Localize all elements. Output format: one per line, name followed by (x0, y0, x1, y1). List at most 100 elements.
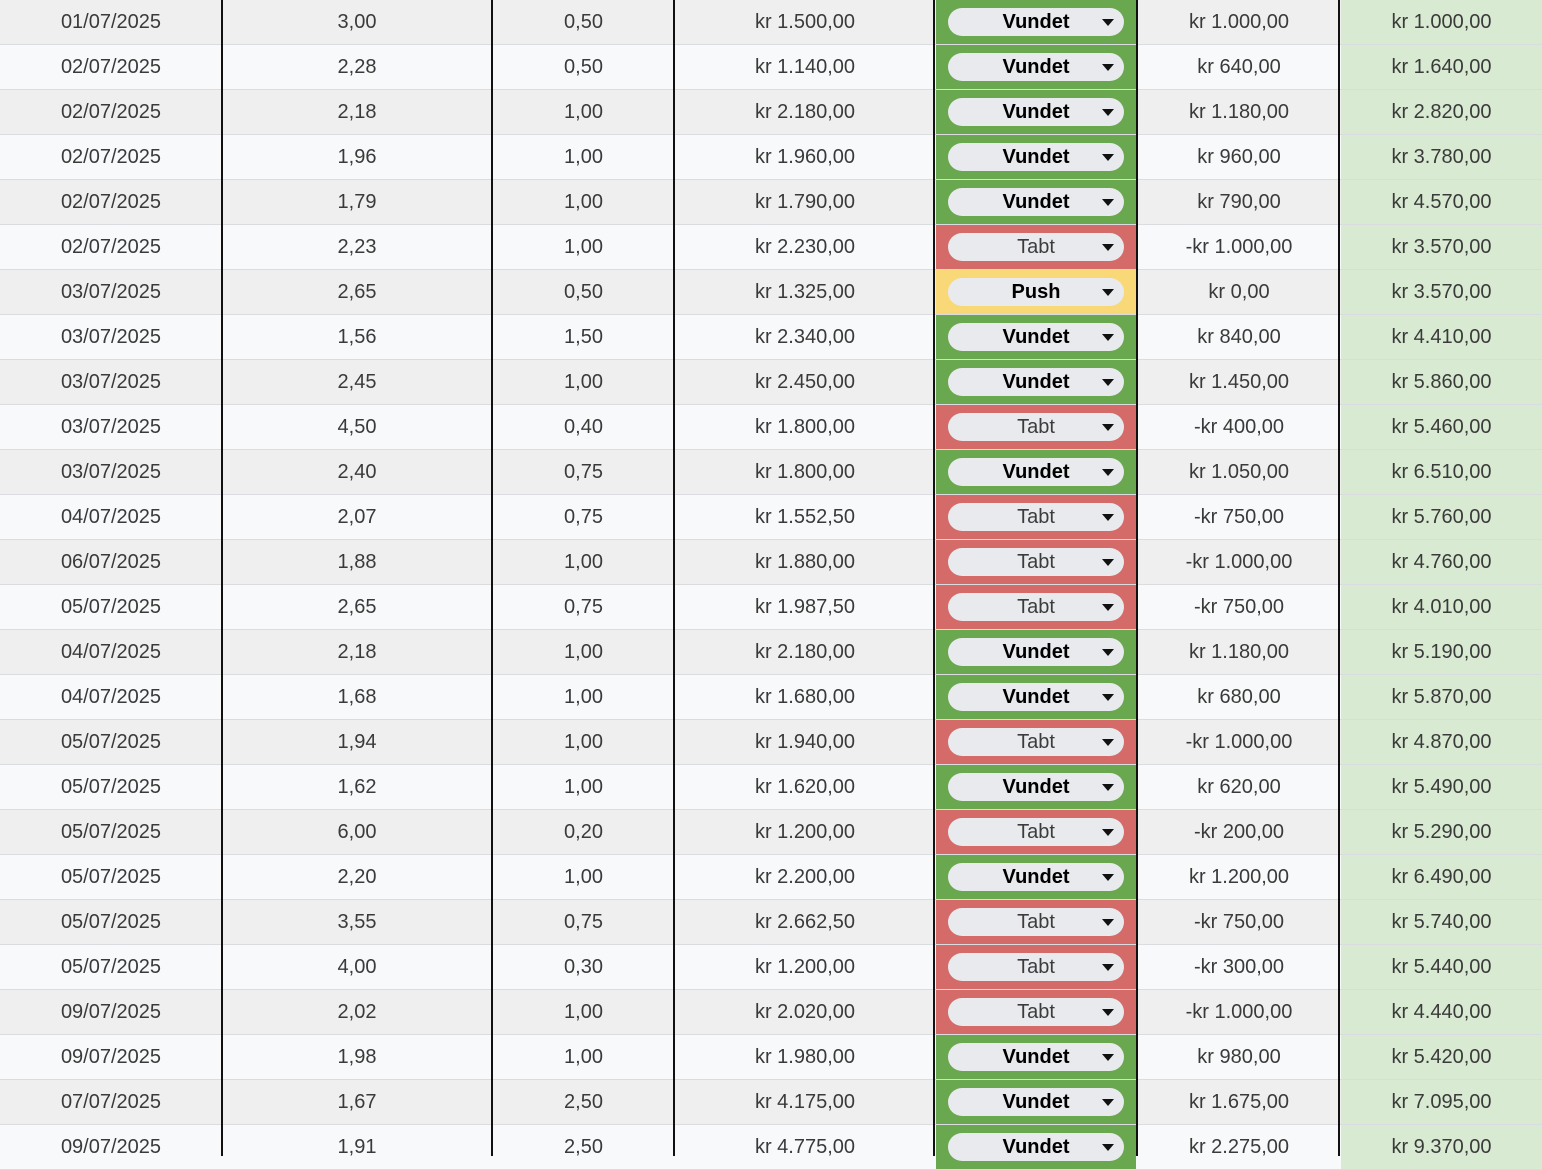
chevron-down-icon[interactable] (1102, 919, 1114, 926)
date-cell[interactable]: 03/07/2025 (60, 326, 162, 348)
payout-cell[interactable]: kr 2.200,00 (754, 866, 856, 888)
odds-cell[interactable]: 2,18 (337, 101, 377, 123)
stake-cell[interactable]: 0,40 (564, 416, 603, 438)
result-dropdown[interactable]: Vundet (948, 1088, 1124, 1116)
odds-cell[interactable]: 3,55 (337, 911, 377, 933)
result-dropdown[interactable]: Tabt (948, 233, 1124, 261)
stake-cell[interactable]: 0,75 (564, 596, 603, 618)
chevron-down-icon[interactable] (1102, 604, 1114, 611)
chevron-down-icon[interactable] (1102, 694, 1114, 701)
profit-cell[interactable]: kr 1.675,00 (1188, 1091, 1290, 1113)
date-cell[interactable]: 05/07/2025 (60, 776, 162, 798)
payout-cell[interactable]: kr 1.880,00 (754, 551, 856, 573)
chevron-down-icon[interactable] (1102, 874, 1114, 881)
balance-cell[interactable]: kr 5.420,00 (1341, 1035, 1542, 1079)
payout-cell[interactable]: kr 1.325,00 (754, 281, 856, 303)
date-cell[interactable]: 02/07/2025 (60, 236, 162, 258)
payout-cell[interactable]: kr 2.340,00 (754, 326, 856, 348)
balance-cell[interactable]: kr 5.760,00 (1341, 495, 1542, 539)
balance-cell[interactable]: kr 3.570,00 (1341, 225, 1542, 269)
result-cell[interactable]: Push (936, 270, 1136, 314)
profit-cell[interactable]: -kr 750,00 (1193, 596, 1285, 618)
stake-cell[interactable]: 1,00 (564, 866, 603, 888)
date-cell[interactable]: 04/07/2025 (60, 506, 162, 528)
profit-cell[interactable]: kr 640,00 (1197, 56, 1281, 78)
balance-cell[interactable]: kr 4.010,00 (1341, 585, 1542, 629)
odds-cell[interactable]: 1,88 (337, 551, 377, 573)
payout-cell[interactable]: kr 1.800,00 (754, 416, 856, 438)
stake-cell[interactable]: 1,00 (564, 371, 603, 393)
odds-cell[interactable]: 2,45 (337, 371, 377, 393)
date-cell[interactable]: 09/07/2025 (60, 1046, 162, 1068)
odds-cell[interactable]: 2,28 (337, 56, 377, 78)
date-cell[interactable]: 03/07/2025 (60, 281, 162, 303)
result-dropdown[interactable]: Vundet (948, 188, 1124, 216)
odds-cell[interactable]: 2,02 (337, 1001, 377, 1023)
odds-cell[interactable]: 1,96 (337, 146, 377, 168)
date-cell[interactable]: 01/07/2025 (60, 11, 162, 33)
profit-cell[interactable]: kr 1.180,00 (1188, 101, 1290, 123)
odds-cell[interactable]: 4,50 (337, 416, 377, 438)
date-cell[interactable]: 07/07/2025 (60, 1091, 162, 1113)
chevron-down-icon[interactable] (1102, 1009, 1114, 1016)
result-cell[interactable]: Vundet (936, 675, 1136, 719)
result-cell[interactable]: Vundet (936, 1080, 1136, 1124)
stake-cell[interactable]: 0,75 (564, 506, 603, 528)
chevron-down-icon[interactable] (1102, 514, 1114, 521)
result-dropdown[interactable]: Vundet (948, 458, 1124, 486)
result-dropdown[interactable]: Tabt (948, 998, 1124, 1026)
payout-cell[interactable]: kr 1.800,00 (754, 461, 856, 483)
chevron-down-icon[interactable] (1102, 739, 1114, 746)
stake-cell[interactable]: 2,50 (564, 1091, 603, 1113)
date-cell[interactable]: 05/07/2025 (60, 731, 162, 753)
stake-cell[interactable]: 1,00 (564, 731, 603, 753)
balance-cell[interactable]: kr 2.820,00 (1341, 90, 1542, 134)
chevron-down-icon[interactable] (1102, 1054, 1114, 1061)
profit-cell[interactable]: kr 840,00 (1197, 326, 1281, 348)
result-cell[interactable]: Tabt (936, 900, 1136, 944)
payout-cell[interactable]: kr 1.140,00 (754, 56, 856, 78)
profit-cell[interactable]: -kr 300,00 (1193, 956, 1285, 978)
stake-cell[interactable]: 1,00 (564, 191, 603, 213)
stake-cell[interactable]: 1,00 (564, 551, 603, 573)
result-cell[interactable]: Vundet (936, 45, 1136, 89)
payout-cell[interactable]: kr 1.980,00 (754, 1046, 856, 1068)
stake-cell[interactable]: 0,75 (564, 911, 603, 933)
odds-cell[interactable]: 2,65 (337, 596, 377, 618)
date-cell[interactable]: 02/07/2025 (60, 146, 162, 168)
result-dropdown[interactable]: Vundet (948, 143, 1124, 171)
balance-cell[interactable]: kr 6.510,00 (1341, 450, 1542, 494)
balance-cell[interactable]: kr 4.410,00 (1341, 315, 1542, 359)
chevron-down-icon[interactable] (1102, 964, 1114, 971)
date-cell[interactable]: 02/07/2025 (60, 101, 162, 123)
date-cell[interactable]: 09/07/2025 (60, 1136, 162, 1158)
profit-cell[interactable]: kr 2.275,00 (1188, 1136, 1290, 1158)
chevron-down-icon[interactable] (1102, 289, 1114, 296)
result-cell[interactable]: Tabt (936, 720, 1136, 764)
result-dropdown[interactable]: Vundet (948, 773, 1124, 801)
balance-cell[interactable]: kr 7.095,00 (1341, 1080, 1542, 1124)
result-cell[interactable]: Vundet (936, 765, 1136, 809)
result-dropdown[interactable]: Push (948, 278, 1124, 306)
chevron-down-icon[interactable] (1102, 829, 1114, 836)
chevron-down-icon[interactable] (1102, 1099, 1114, 1106)
result-cell[interactable]: Tabt (936, 495, 1136, 539)
stake-cell[interactable]: 1,00 (564, 1046, 603, 1068)
profit-cell[interactable]: kr 1.180,00 (1188, 641, 1290, 663)
payout-cell[interactable]: kr 4.175,00 (754, 1091, 856, 1113)
result-cell[interactable]: Vundet (936, 1035, 1136, 1079)
odds-cell[interactable]: 6,00 (337, 821, 377, 843)
result-cell[interactable]: Vundet (936, 180, 1136, 224)
date-cell[interactable]: 04/07/2025 (60, 641, 162, 663)
stake-cell[interactable]: 1,00 (564, 146, 603, 168)
payout-cell[interactable]: kr 1.940,00 (754, 731, 856, 753)
result-dropdown[interactable]: Vundet (948, 1133, 1124, 1161)
result-cell[interactable]: Vundet (936, 315, 1136, 359)
balance-cell[interactable]: kr 5.460,00 (1341, 405, 1542, 449)
result-dropdown[interactable]: Tabt (948, 413, 1124, 441)
balance-cell[interactable]: kr 5.870,00 (1341, 675, 1542, 719)
balance-cell[interactable]: kr 5.440,00 (1341, 945, 1542, 989)
result-cell[interactable]: Tabt (936, 405, 1136, 449)
payout-cell[interactable]: kr 2.662,50 (754, 911, 856, 933)
profit-cell[interactable]: kr 620,00 (1197, 776, 1281, 798)
